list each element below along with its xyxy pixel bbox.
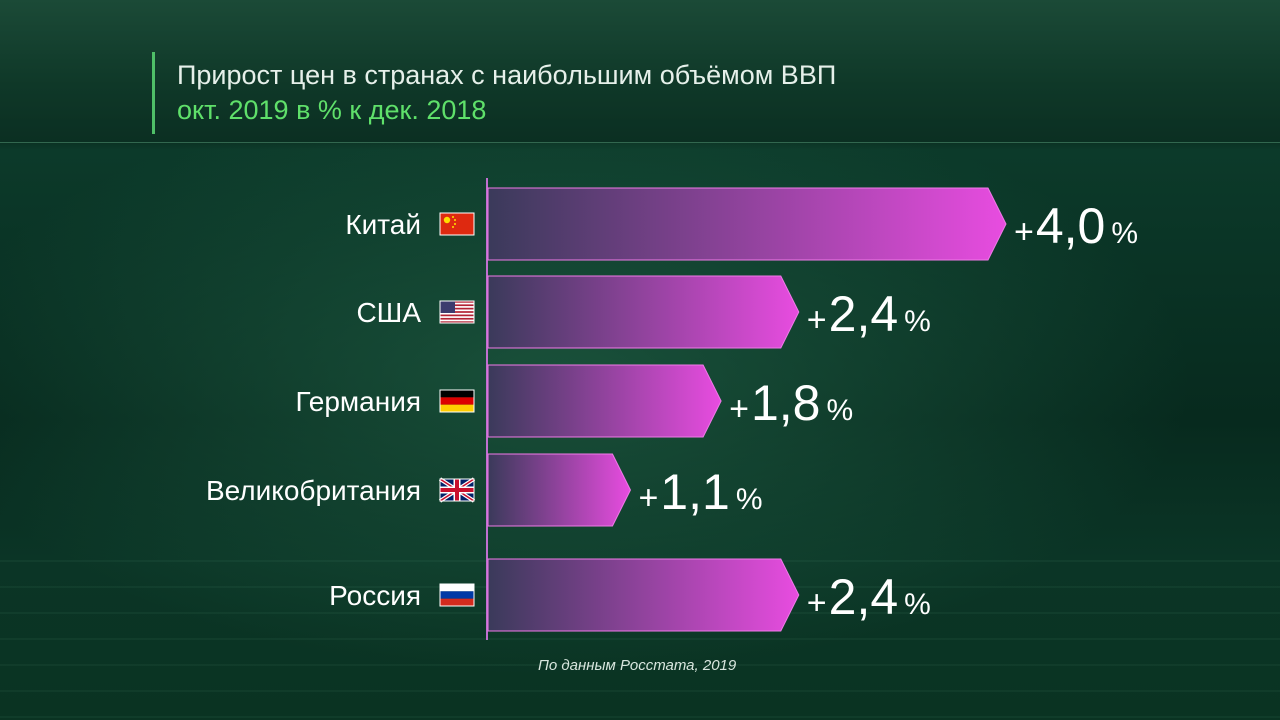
category-label: Великобритания — [206, 475, 421, 506]
chart-title: Прирост цен в странах с наибольшим объём… — [177, 60, 837, 90]
china-flag-icon — [439, 212, 475, 236]
bar-4 — [487, 453, 632, 527]
value-label: +1,8% — [729, 375, 853, 431]
bar-5 — [487, 558, 800, 632]
value-label: +2,4% — [807, 286, 931, 342]
germany-flag-icon — [439, 389, 475, 413]
value-label: +2,4% — [807, 569, 931, 625]
category-label: Китай — [345, 209, 421, 240]
uk-flag-icon — [438, 477, 476, 503]
value-label: +1,1% — [638, 464, 762, 520]
source-note: По данным Росстата, 2019 — [538, 657, 737, 674]
russia-flag-icon — [439, 583, 475, 607]
chart-subtitle: окт. 2019 в % к дек. 2018 — [177, 95, 487, 125]
bar-3 — [487, 364, 722, 438]
value-label: +4,0% — [1014, 198, 1138, 254]
category-label: Россия — [329, 580, 421, 611]
title-accent-bar — [152, 52, 155, 134]
category-label: США — [356, 297, 421, 328]
category-label: Германия — [295, 386, 421, 417]
bar-1 — [487, 187, 1007, 261]
header-band — [0, 0, 1280, 143]
usa-flag-icon — [439, 300, 475, 324]
bar-2 — [487, 275, 800, 349]
